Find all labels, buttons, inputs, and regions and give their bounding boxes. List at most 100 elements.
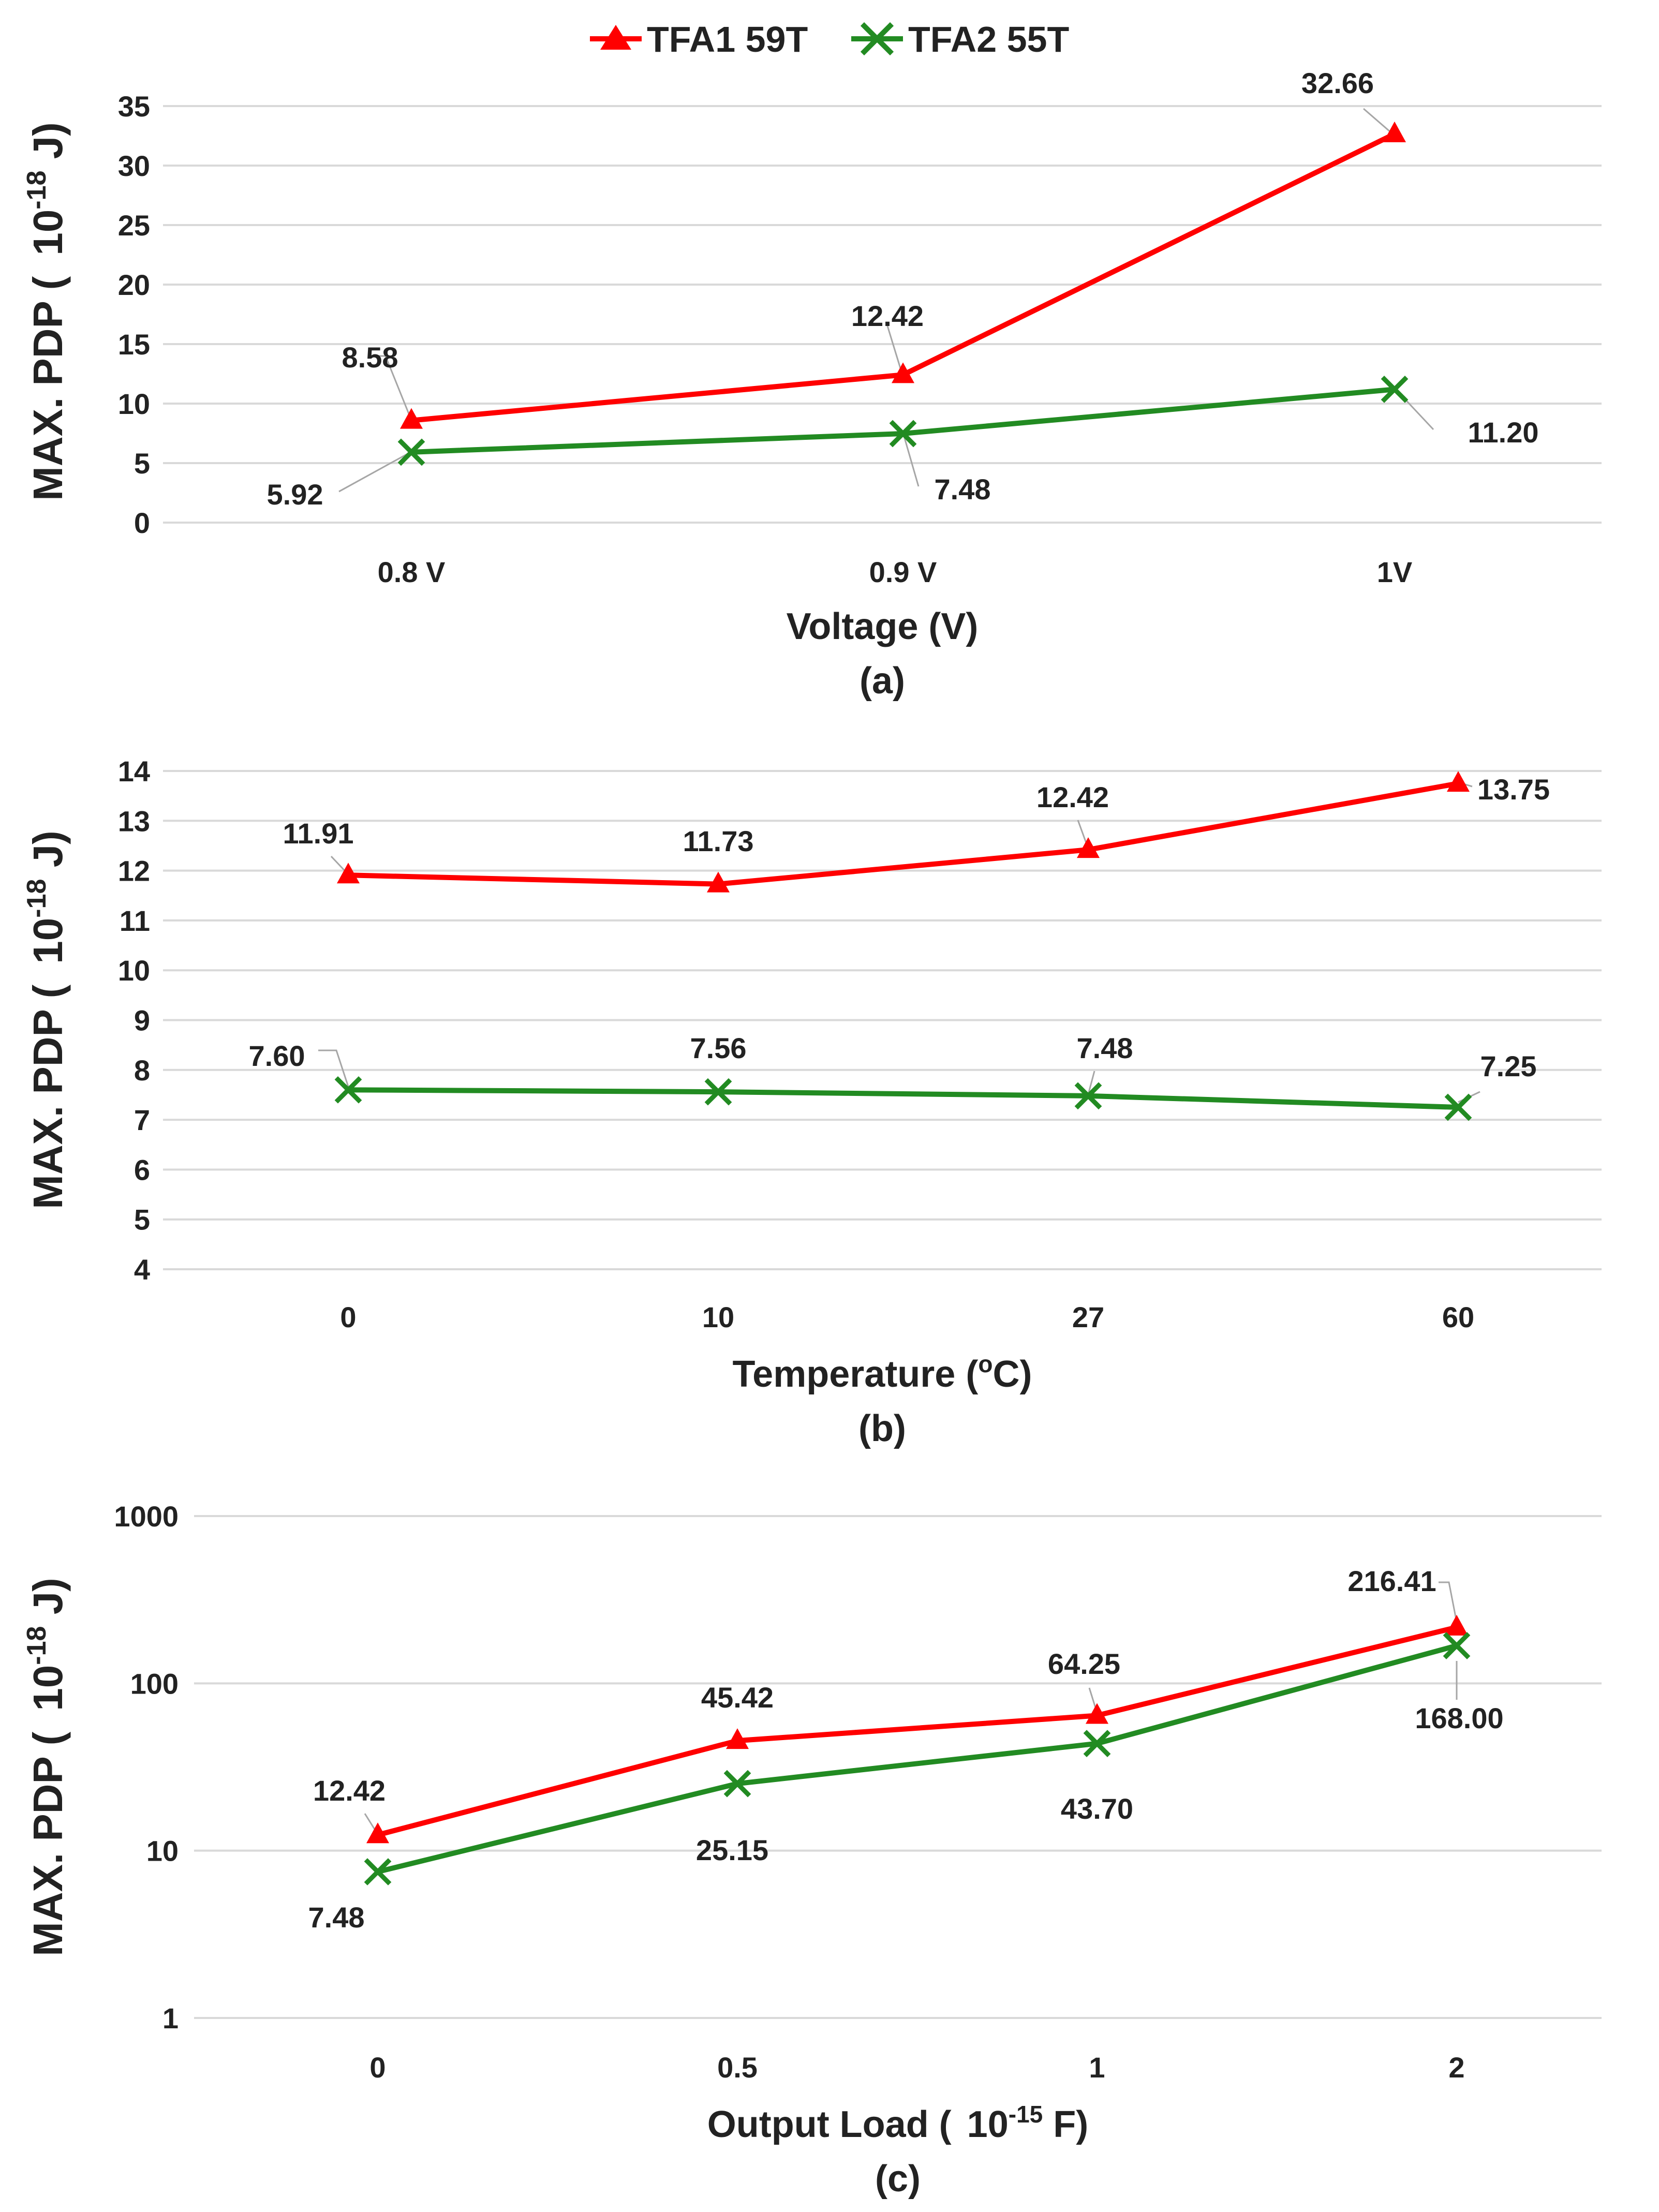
data-point-x [334,1076,362,1104]
x-tick-label: 27 [1072,1301,1104,1333]
data-label: 7.60 [249,1040,305,1072]
data-label: 11.73 [683,825,753,857]
data-label-leader [338,451,412,493]
y-tick-label: 0 [134,507,150,539]
data-point-x [1443,1632,1471,1659]
y-tick-label: 4 [134,1253,150,1286]
y-tick-label: 35 [118,90,150,123]
y-tick-label: 9 [134,1004,150,1037]
data-point-triangle [892,362,914,383]
legend-label-tfa1: TFA1 59T [647,19,808,60]
data-label: 216.41 [1347,1565,1436,1597]
data-label: 45.42 [701,1681,774,1714]
data-label: 11.20 [1468,416,1538,449]
data-label: 43.70 [1061,1792,1133,1825]
data-label: 13.75 [1477,773,1550,806]
y-tick-label: 1 [162,2002,179,2035]
series-line [411,387,1395,455]
y-tick-label: 14 [118,755,150,788]
y-tick-label: 11 [120,904,150,937]
data-label: 12.42 [851,300,924,332]
chart-panel-b: 4 5 6 7 8 9 10 11 12 13 14 0 10 27 60 Temperature (oC) (… [22,755,1602,1449]
x-tick-label: 0.8 V [378,556,446,588]
y-axis-title: MAX. PDP (10-18 J) [22,1578,71,1956]
data-label-leader [902,432,920,487]
data-point-triangle [1445,1614,1468,1636]
y-tick-label: 12 [118,855,150,887]
panel-label: (c) [875,2158,921,2200]
x-tick-label: 1 [1089,2051,1105,2084]
series-line [348,781,1459,887]
series-line [377,1625,1458,1838]
data-point-x [1083,1730,1111,1757]
data-label: 11.91 [283,817,353,850]
y-axis-title: MAX. PDP (10-18 J) [22,830,71,1209]
panel-label: (b) [858,1408,906,1449]
y-tick-label: 10 [146,1835,179,1867]
y-tick-label: 8 [134,1054,150,1087]
y-tick-label: 5 [134,447,150,480]
data-point-x [364,1858,392,1886]
data-label: 5.92 [267,478,323,511]
y-tick-label: 5 [134,1204,150,1236]
data-point-x [1074,1082,1102,1110]
data-point-triangle [400,408,423,429]
data-label: 12.42 [1036,781,1109,813]
data-point-x [397,438,425,466]
x-tick-label: 0 [340,1301,356,1333]
y-tick-label: 1000 [114,1500,179,1533]
y-tick-label: 15 [118,328,150,361]
data-label: 12.42 [313,1774,386,1807]
data-point-x [889,420,917,448]
data-label: 7.25 [1480,1050,1537,1082]
chart-panel-a: 0 5 10 15 20 25 30 35 0.8 V 0.9 V 1V Voltage (V) (a)… [22,67,1602,702]
x-axis-title: Voltage (V) [787,606,979,647]
data-label: 7.56 [690,1032,747,1064]
panel-label: (a) [860,660,905,702]
y-axis-title: MAX. PDP (10-18 J) [22,122,71,501]
data-point-triangle [366,1822,389,1844]
data-label-leader [370,355,412,421]
x-tick-label: 2 [1448,2051,1464,2084]
legend-marker-tfa2 [860,22,894,56]
data-label: 168.00 [1415,1702,1503,1734]
data-point-triangle [707,871,730,893]
y-tick-label: 20 [118,269,150,301]
y-tick-label: 30 [118,150,150,182]
data-point-triangle [1447,771,1470,792]
data-point-x [1444,1093,1472,1121]
data-point-triangle [337,863,360,884]
data-label: 8.58 [342,341,398,374]
x-tick-label: 0 [369,2051,386,2084]
y-tick-label: 6 [134,1153,150,1186]
data-label: 7.48 [1077,1032,1133,1064]
legend-marker-tfa1 [600,25,631,50]
data-point-x [1381,376,1409,403]
series-line [377,1643,1458,1875]
x-axis-title: Temperature (oC) [733,1350,1032,1395]
x-tick-label: 0.5 [717,2051,758,2084]
data-label-leader [1439,1581,1458,1623]
y-tick-label: 10 [118,954,150,987]
y-tick-label: 100 [130,1667,179,1700]
y-tick-label: 13 [118,805,150,837]
y-tick-label: 7 [134,1104,150,1136]
data-label-leader [1087,1071,1095,1095]
data-label: 64.25 [1048,1647,1120,1680]
x-tick-label: 1V [1377,556,1413,588]
series-line [348,1087,1459,1110]
legend: TFA1 59T TFA2 55T [590,19,1069,60]
x-tick-label: 0.9 V [869,556,937,588]
data-point-x [704,1078,732,1106]
x-tick-label: 10 [702,1301,734,1333]
data-label: 7.48 [308,1901,365,1934]
legend-label-tfa2: TFA2 55T [908,19,1069,60]
data-point-triangle [1383,121,1406,142]
data-point-triangle [1077,837,1100,858]
data-label: 32.66 [1301,67,1374,99]
data-point-x [723,1770,751,1798]
chart-panel-c: 1 10 100 1000 0 0.5 1 2 Output Load (10-15 F) (c)… [22,1500,1602,2200]
x-tick-label: 60 [1442,1301,1474,1333]
x-axis-title: Output Load (10-15 F) [707,2101,1088,2145]
